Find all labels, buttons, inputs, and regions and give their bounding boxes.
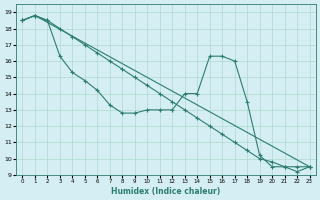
X-axis label: Humidex (Indice chaleur): Humidex (Indice chaleur)	[111, 187, 221, 196]
